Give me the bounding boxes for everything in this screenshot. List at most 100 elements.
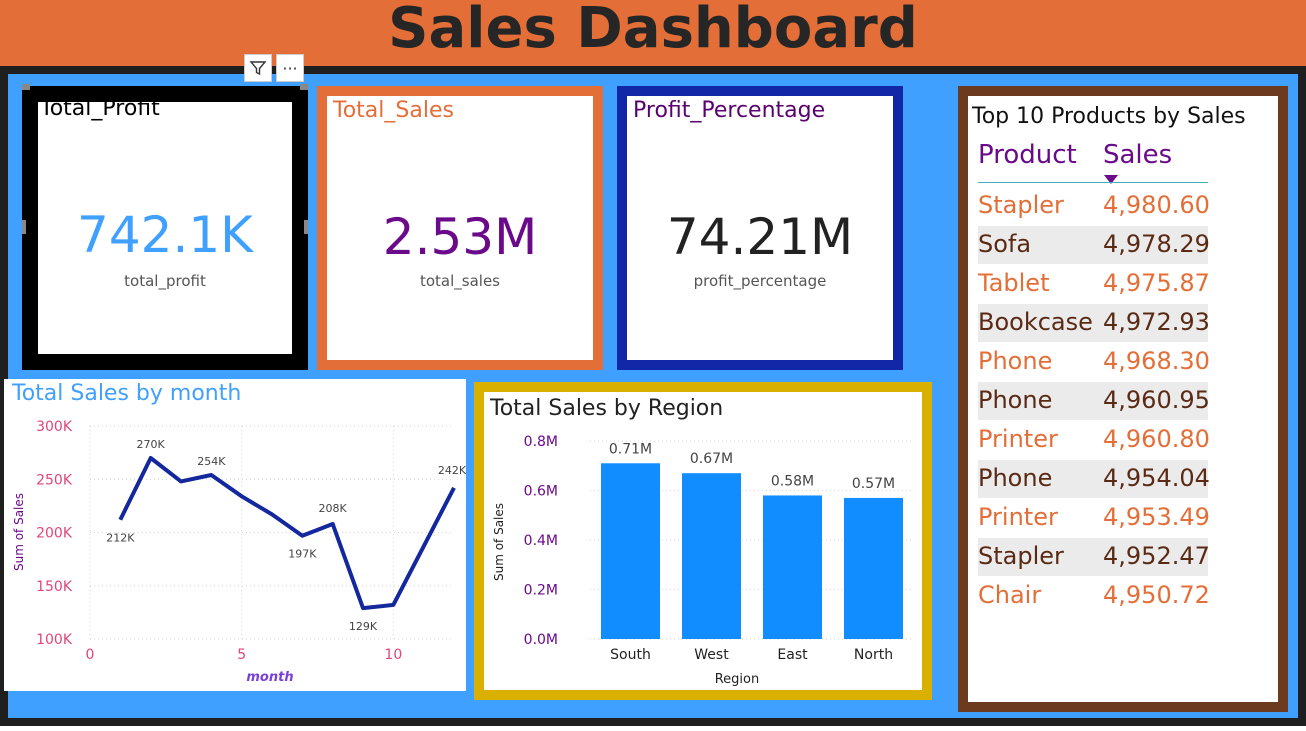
month-chart-card[interactable]: Total Sales by month 100K 150K 200K 250K 300… [4, 379, 466, 691]
table-row[interactable]: Phone 4,960.95 [978, 382, 1210, 420]
filter-button[interactable] [244, 54, 272, 82]
sales-cell: 4,960.95 [1103, 386, 1210, 414]
data-label: 129K [349, 620, 378, 633]
kpi-value: 74.21M [666, 208, 854, 266]
resize-handle[interactable] [304, 220, 308, 234]
product-cell: Phone [978, 347, 1053, 375]
y-tick-label: 0.8M [524, 434, 558, 450]
sales-line [118, 456, 456, 611]
product-cell: Bookcase [978, 308, 1093, 336]
data-label: 197K [288, 548, 317, 561]
data-label: 270K [137, 438, 166, 451]
table-row[interactable]: Printer 4,953.49 [978, 499, 1210, 537]
kpi-label: total_profit [124, 272, 206, 290]
month-line-chart: 100K 150K 200K 250K 300K 0 5 10 month Sum of Sale… [12, 419, 466, 685]
sales-cell: 4,954.04 [1103, 464, 1210, 492]
y-tick-label: 0.6M [524, 484, 558, 500]
sort-descending-icon [1104, 175, 1118, 184]
y-tick-label: 200K [36, 526, 73, 542]
sales-cell: 4,978.29 [1103, 230, 1210, 258]
kpi-label: total_sales [419, 272, 501, 290]
table-row[interactable]: Sofa 4,978.29 [978, 226, 1210, 264]
x-tick-label: East [777, 647, 808, 663]
dashboard-header: Sales Dashboard [0, 0, 1306, 66]
sales-cell: 4,952.47 [1103, 542, 1210, 570]
kpi-value: 742.1K [77, 206, 253, 264]
data-label: 0.71M [609, 441, 652, 457]
more-options-icon: ··· [282, 58, 298, 78]
y-axis-label: Sum of Sales [12, 493, 26, 571]
y-axis-label: Sum of Sales [492, 503, 506, 581]
data-label: 212K [106, 532, 135, 545]
kpi-title: Total_Profit [40, 96, 160, 121]
product-cell: Stapler [978, 191, 1064, 219]
region-bar-chart: 0.0M 0.2M 0.4M 0.6M 0.8M Sum of Sales Region 0.… [492, 434, 914, 687]
kpi-card-total-profit[interactable]: Total_Profit 742.1K total_profit [22, 86, 308, 370]
region-chart-card[interactable]: Total Sales by Region 0.0M 0.2M 0.4M 0.6M 0.… [474, 382, 932, 700]
table-row[interactable]: Chair 4,950.72 [978, 577, 1210, 615]
x-tick-label: 0 [86, 647, 95, 663]
kpi-title: Total_Sales [333, 98, 454, 123]
kpi-label: profit_percentage [693, 272, 827, 290]
sales-cell: 4,968.30 [1103, 347, 1210, 375]
table-row[interactable]: Stapler 4,952.47 [978, 538, 1210, 576]
y-tick-label: 300K [36, 419, 73, 435]
bar [601, 463, 660, 639]
chart-title: Total Sales by month [12, 381, 242, 406]
sales-cell: 4,950.72 [1103, 581, 1210, 609]
data-label: 254K [197, 455, 226, 468]
product-cell: Chair [978, 581, 1042, 609]
product-cell: Tablet [978, 269, 1050, 297]
resize-handle[interactable] [22, 84, 30, 90]
y-tick-label: 0.0M [524, 632, 558, 648]
visual-toolbar: ··· [244, 54, 304, 82]
filter-icon [249, 61, 267, 76]
table-title: Top 10 Products by Sales [972, 104, 1246, 129]
data-label: 0.58M [771, 473, 814, 489]
column-header-sales[interactable]: Sales [1103, 140, 1173, 170]
sales-cell: 4,980.60 [1103, 191, 1210, 219]
page-title: Sales Dashboard [388, 0, 918, 61]
table-row[interactable]: Phone 4,954.04 [978, 460, 1210, 498]
y-tick-label: 150K [36, 579, 73, 595]
resize-handle[interactable] [22, 220, 26, 234]
x-axis-label: Region [715, 672, 760, 687]
x-tick-label: West [694, 647, 729, 663]
data-label: 0.67M [690, 451, 733, 467]
header-divider [978, 182, 1208, 183]
y-tick-label: 250K [36, 472, 73, 488]
x-tick-label: North [854, 647, 893, 663]
x-tick-label: 10 [384, 647, 402, 663]
kpi-card-total-sales[interactable]: Total_Sales 2.53M total_sales [317, 86, 603, 370]
table-row[interactable]: Stapler 4,980.60 [978, 187, 1210, 225]
top-products-table-card[interactable]: Top 10 Products by Sales Product Sales S… [958, 86, 1288, 712]
sales-cell: 4,953.49 [1103, 503, 1210, 531]
table-row[interactable]: Phone 4,968.30 [978, 343, 1210, 381]
chart-title: Total Sales by Region [490, 396, 724, 421]
product-cell: Printer [978, 503, 1058, 531]
kpi-card-profit-percentage[interactable]: Profit_Percentage 74.21M profit_percenta… [617, 86, 903, 370]
product-cell: Printer [978, 425, 1058, 453]
y-tick-label: 100K [36, 632, 73, 648]
more-options-button[interactable]: ··· [276, 54, 304, 82]
kpi-value: 2.53M [382, 208, 538, 266]
resize-handle[interactable] [300, 84, 308, 90]
x-tick-label: South [610, 647, 651, 663]
product-cell: Sofa [978, 230, 1032, 258]
data-label: 242K [438, 464, 466, 477]
y-tick-label: 0.4M [524, 533, 558, 549]
column-header-product[interactable]: Product [978, 140, 1077, 170]
product-cell: Phone [978, 386, 1053, 414]
sales-cell: 4,960.80 [1103, 425, 1210, 453]
table-row[interactable]: Printer 4,960.80 [978, 421, 1210, 459]
table-row[interactable]: Tablet 4,975.87 [978, 265, 1210, 303]
data-label: 208K [319, 502, 348, 515]
sales-cell: 4,972.93 [1103, 308, 1210, 336]
x-axis-label: month [246, 670, 293, 685]
product-cell: Stapler [978, 542, 1064, 570]
kpi-title: Profit_Percentage [633, 98, 826, 123]
data-label: 0.57M [852, 476, 895, 492]
table-row[interactable]: Bookcase 4,972.93 [978, 304, 1210, 342]
x-tick-label: 5 [237, 647, 246, 663]
bar [763, 495, 822, 639]
